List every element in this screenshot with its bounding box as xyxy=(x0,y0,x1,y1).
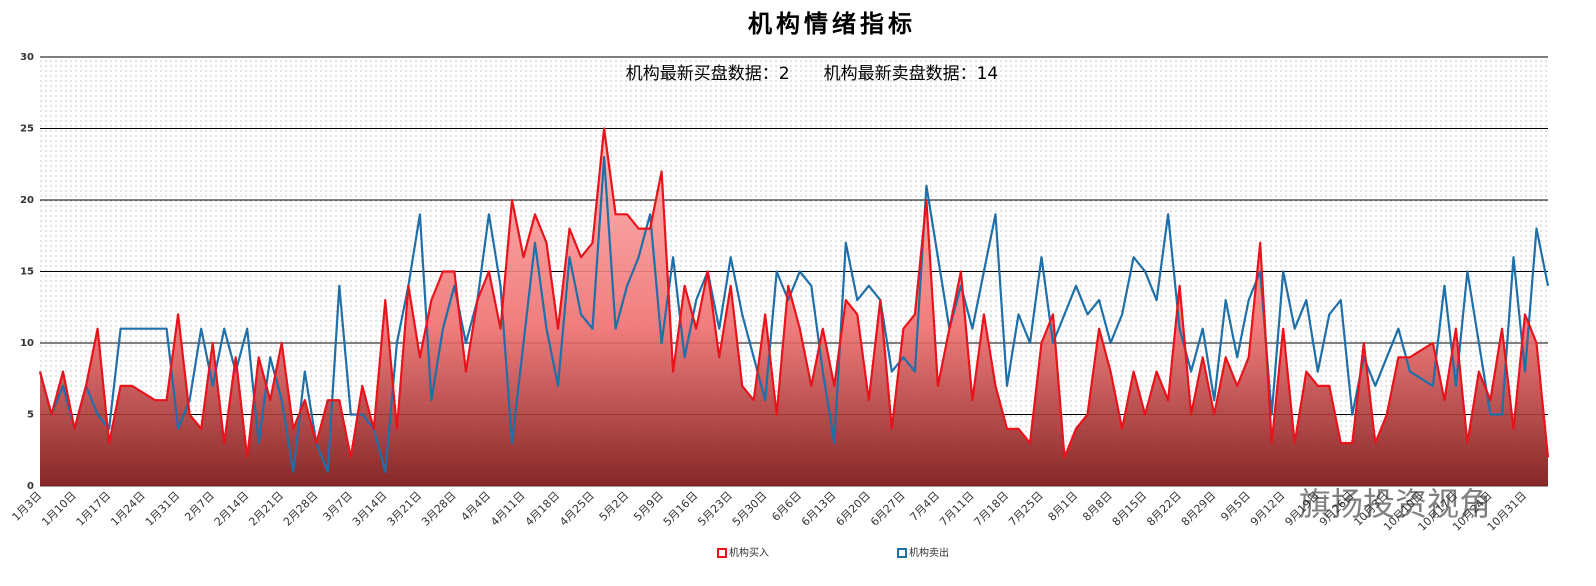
line xyxy=(38,127,1550,459)
x-tick-label: 8月29日 xyxy=(1179,489,1219,529)
x-tick-label: 3月14日 xyxy=(350,489,390,529)
y-tick-label: 30 xyxy=(20,52,34,63)
x-tick-label: 1月31日 xyxy=(143,489,183,529)
watermark: 旗扬投资视角 xyxy=(1299,485,1491,523)
x-tick-label: 5月23日 xyxy=(695,489,735,529)
x-tick-label: 2月14日 xyxy=(212,489,252,529)
y-tick-label: 25 xyxy=(20,124,34,135)
x-tick-label: 3月21日 xyxy=(385,489,425,529)
y-tick-label: 20 xyxy=(20,195,34,206)
y-tick-label: 10 xyxy=(20,338,34,349)
x-tick-label: 8月15日 xyxy=(1110,489,1150,529)
legend-label: 机构买入 xyxy=(729,546,769,559)
x-tick-label: 4月25日 xyxy=(557,489,597,529)
x-tick-label: 7月11日 xyxy=(937,489,977,529)
x-tick-label: 4月18日 xyxy=(523,489,563,529)
x-tick-label: 6月13日 xyxy=(799,489,839,529)
legend-swatch xyxy=(897,548,907,558)
x-tick-label: 3月28日 xyxy=(419,489,459,529)
x-tick-label: 6月20日 xyxy=(833,489,873,529)
x-tick-label: 2月21日 xyxy=(246,489,286,529)
subtitle: 机构最新买盘数据：2 机构最新卖盘数据：14 xyxy=(626,64,998,84)
legend-label: 机构卖出 xyxy=(909,546,949,559)
x-tick-label: 5月2日 xyxy=(597,489,632,524)
y-tick-label: 0 xyxy=(27,481,34,492)
legend-swatch xyxy=(717,548,727,558)
x-tick-label: 5月16日 xyxy=(661,489,701,529)
x-tick-label: 7月18日 xyxy=(972,489,1012,529)
chart-title: 机构情绪指标 xyxy=(748,10,916,38)
y-tick-label: 15 xyxy=(20,267,34,278)
x-tick-label: 4月11日 xyxy=(488,489,528,529)
x-tick-label: 1月17日 xyxy=(74,489,114,529)
x-tick-label: 1月24日 xyxy=(108,489,148,529)
x-tick-label: 1月10日 xyxy=(39,489,79,529)
line xyxy=(38,156,1550,473)
x-tick-label: 2月28日 xyxy=(281,489,321,529)
x-tick-label: 5月30日 xyxy=(730,489,770,529)
x-tick-label: 7月25日 xyxy=(1006,489,1046,529)
x-tick-label: 8月1日 xyxy=(1046,489,1081,524)
x-tick-label: 6月27日 xyxy=(868,489,908,529)
marks xyxy=(38,127,1550,486)
y-tick-label: 5 xyxy=(27,410,34,421)
x-tick-label: 9月12日 xyxy=(1248,489,1288,529)
x-tick-label: 8月22日 xyxy=(1144,489,1184,529)
